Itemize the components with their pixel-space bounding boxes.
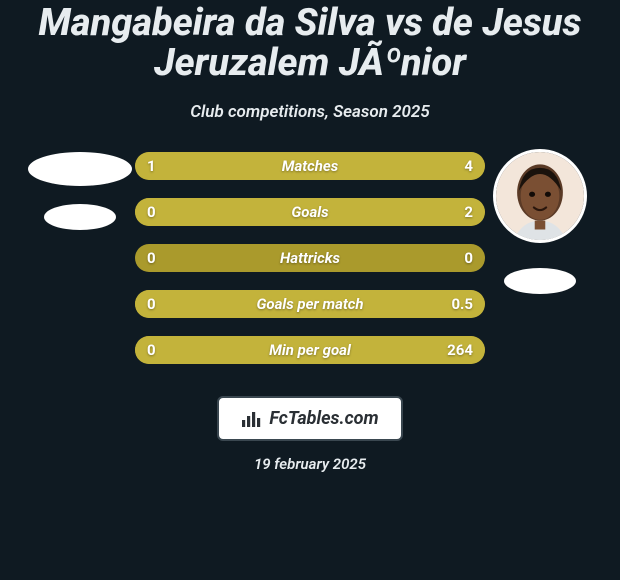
stat-label: Hattricks — [135, 244, 485, 272]
avatar-photo-right — [496, 152, 584, 240]
comparison-content: Matches14Goals02Hattricks00Goals per mat… — [0, 152, 620, 364]
player-right — [485, 152, 595, 294]
stat-label: Matches — [135, 152, 485, 180]
card-footer: FcTables.com 19 february 2025 — [0, 396, 620, 473]
stat-value-left: 0 — [147, 290, 156, 318]
date-text: 19 february 2025 — [254, 455, 366, 473]
stat-value-right: 0.5 — [451, 290, 473, 318]
stat-label: Min per goal — [135, 336, 485, 364]
stat-label: Goals per match — [135, 290, 485, 318]
bar-chart-icon — [241, 410, 261, 428]
stat-value-left: 0 — [147, 336, 156, 364]
stat-bars: Matches14Goals02Hattricks00Goals per mat… — [135, 152, 485, 364]
stat-value-right: 0 — [464, 244, 473, 272]
comparison-card: Mangabeira da Silva vs de Jesus Jeruzale… — [0, 0, 620, 580]
stat-row: Goals0 2 — [135, 198, 485, 226]
subtitle: Club competitions, Season 2025 — [0, 102, 620, 122]
stat-row: Min per goal0 264 — [135, 336, 485, 364]
avatar-frame-right — [496, 152, 584, 240]
stat-row: Hattricks0 0 — [135, 244, 485, 272]
stat-label: Goals — [135, 198, 485, 226]
stat-value-right: 264 — [447, 336, 473, 364]
stat-row: Goals per match0 0.5 — [135, 290, 485, 318]
stat-value-right: 4 — [464, 152, 473, 180]
stat-value-right: 2 — [464, 198, 473, 226]
brand-box: FcTables.com — [217, 396, 402, 441]
club-badge-left — [44, 204, 116, 230]
avatar-placeholder-left — [28, 152, 132, 186]
stat-value-left: 0 — [147, 244, 156, 272]
page-title: Mangabeira da Silva vs de Jesus Jeruzale… — [0, 0, 620, 84]
club-badge-right — [504, 268, 576, 294]
stat-value-left: 0 — [147, 198, 156, 226]
stat-value-left: 1 — [147, 152, 156, 180]
stat-row: Matches1 4 — [135, 152, 485, 180]
brand-text: FcTables.com — [269, 408, 378, 429]
player-left — [25, 152, 135, 230]
